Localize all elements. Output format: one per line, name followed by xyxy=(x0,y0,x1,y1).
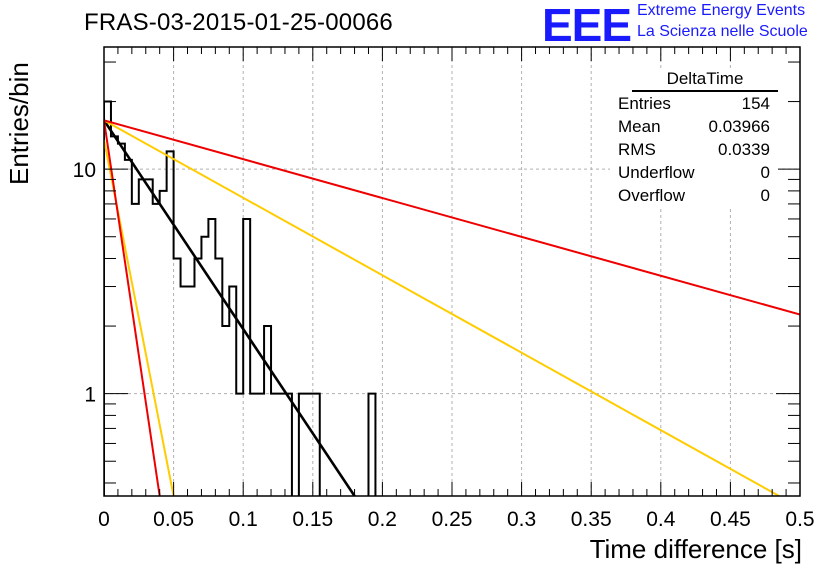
logo-text-line-2: La Scienza nelle Scuole xyxy=(637,23,808,40)
stats-label: Mean xyxy=(618,117,661,136)
x-tick-label: 0.05 xyxy=(153,508,194,531)
stats-label: Entries xyxy=(618,94,671,113)
logo-text-line-1: Extreme Energy Events xyxy=(637,2,806,19)
x-tick-label: 0.2 xyxy=(368,508,397,531)
stats-value: 0 xyxy=(760,163,770,182)
eee-logo: EEE xyxy=(542,0,632,51)
x-tick-label: 0.15 xyxy=(292,508,333,531)
stats-title: DeltaTime xyxy=(632,68,778,92)
histogram-steps xyxy=(104,100,377,496)
stats-label: Underflow xyxy=(618,163,695,182)
x-tick-label: 0.5 xyxy=(785,508,814,531)
stats-row-rms: RMS 0.0339 xyxy=(610,138,778,161)
stats-label: RMS xyxy=(618,140,656,159)
y-axis-label: Entries/bin xyxy=(4,62,34,185)
stats-box: DeltaTime Entries 154 Mean 0.03966 RMS 0… xyxy=(610,68,778,207)
y-tick-label: 1 xyxy=(84,384,96,407)
x-tick-label: 0.25 xyxy=(432,508,473,531)
stats-label: Overflow xyxy=(618,186,686,205)
stats-value: 0 xyxy=(760,186,770,205)
fit-line xyxy=(104,119,800,316)
x-tick-label: 0.35 xyxy=(571,508,612,531)
stats-row-underflow: Underflow 0 xyxy=(610,161,778,184)
stats-value: 0.0339 xyxy=(718,140,770,159)
x-axis-label: Time difference [s] xyxy=(589,534,802,564)
plot-title: FRAS-03-2015-01-25-00066 xyxy=(84,9,393,36)
stats-row-mean: Mean 0.03966 xyxy=(610,115,778,138)
x-tick-label: 0.4 xyxy=(646,508,676,531)
fit-line xyxy=(104,120,161,496)
x-tick-label: 0.3 xyxy=(507,508,536,531)
x-tick-label: 0 xyxy=(98,508,110,531)
x-tick-label: 0.1 xyxy=(229,508,258,531)
x-tick-label: 0.45 xyxy=(710,508,751,531)
y-tick-label: 10 xyxy=(73,159,96,182)
fit-line xyxy=(104,119,356,496)
stats-row-overflow: Overflow 0 xyxy=(610,184,778,207)
fit-line xyxy=(104,119,780,496)
stats-value: 0.03966 xyxy=(708,117,770,136)
stats-row-entries: Entries 154 xyxy=(610,92,778,115)
stats-value: 154 xyxy=(741,94,770,113)
